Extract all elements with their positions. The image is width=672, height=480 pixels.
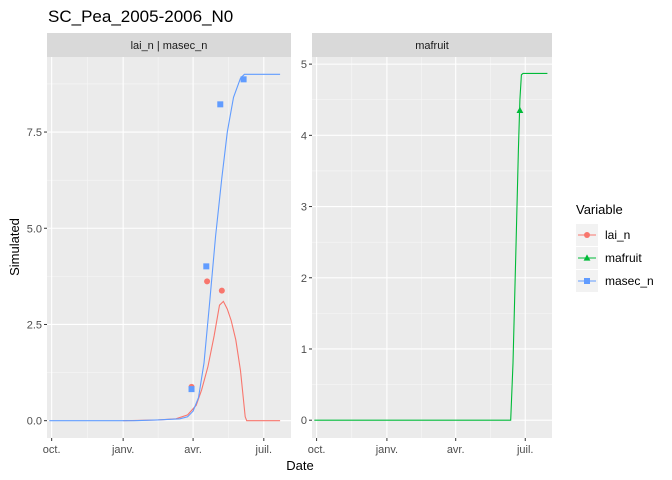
legend-item: mafruit [576,247,642,269]
panel-mafruit: mafruit 0 1 2 3 4 5 oct. janv. avr. juil. [301,33,552,456]
data-point-masec-n [203,263,210,270]
axis-ticks: 0.0 2.5 5.0 7.5 oct. janv. avr. juil. [27,127,272,456]
legend-label: lai_n [605,228,630,242]
x-tick-label: janv. [111,444,134,456]
data-point-masec-n [188,386,195,393]
y-tick-label: 2.5 [27,319,42,331]
strip-background [47,33,291,57]
x-tick-label: avr. [184,444,202,456]
series-layer [314,72,548,421]
y-axis-title: Simulated [7,218,22,276]
legend-title: Variable [576,202,623,217]
series-layer [49,73,281,422]
legend-key-marker [584,278,590,284]
y-tick-label: 5.0 [27,223,42,235]
panel-lai-masec: lai_n | masec_n 0.0 2.5 5.0 7.5 oct. janv. avr… [27,33,291,456]
y-tick-label: 0.0 [27,416,42,428]
y-tick-label: 1 [301,344,307,356]
y-tick-label: 7.5 [27,127,42,139]
strip-label: lai_n | masec_n [131,40,208,52]
series-line-masec-n [49,73,281,422]
strip-background [312,33,552,57]
legend-key-marker [583,254,591,261]
x-tick-label: oct. [43,444,61,456]
legend-label: masec_n [605,274,654,288]
data-point-masec-n [240,76,247,83]
x-tick-label: oct. [308,444,326,456]
x-tick-label: avr. [447,444,465,456]
y-tick-label: 5 [301,59,307,71]
legend-key-marker [584,232,590,238]
legend-label: mafruit [605,251,642,265]
strip-label: mafruit [415,40,449,52]
gridlines [312,57,552,438]
data-point-lai-n [204,278,211,285]
x-tick-label: juil. [516,444,534,456]
legend-item: lai_n [576,224,630,246]
x-axis-title: Date [286,458,313,473]
series-line-mafruit [314,72,548,421]
legend-item: masec_n [576,270,654,292]
series-line-lai-n [123,300,281,422]
data-point-mafruit [516,106,524,114]
y-tick-label: 2 [301,273,307,285]
data-point-lai-n [218,287,225,294]
panel-background [47,57,291,438]
x-tick-label: janv. [375,444,398,456]
y-tick-label: 0 [301,415,307,427]
chart-title: SC_Pea_2005-2006_N0 [48,7,233,26]
x-tick-label: juil. [255,444,273,456]
y-tick-label: 4 [301,130,307,142]
axis-ticks: 0 1 2 3 4 5 oct. janv. avr. juil. [301,59,534,456]
data-point-masec-n [217,101,224,108]
y-tick-label: 3 [301,202,307,214]
